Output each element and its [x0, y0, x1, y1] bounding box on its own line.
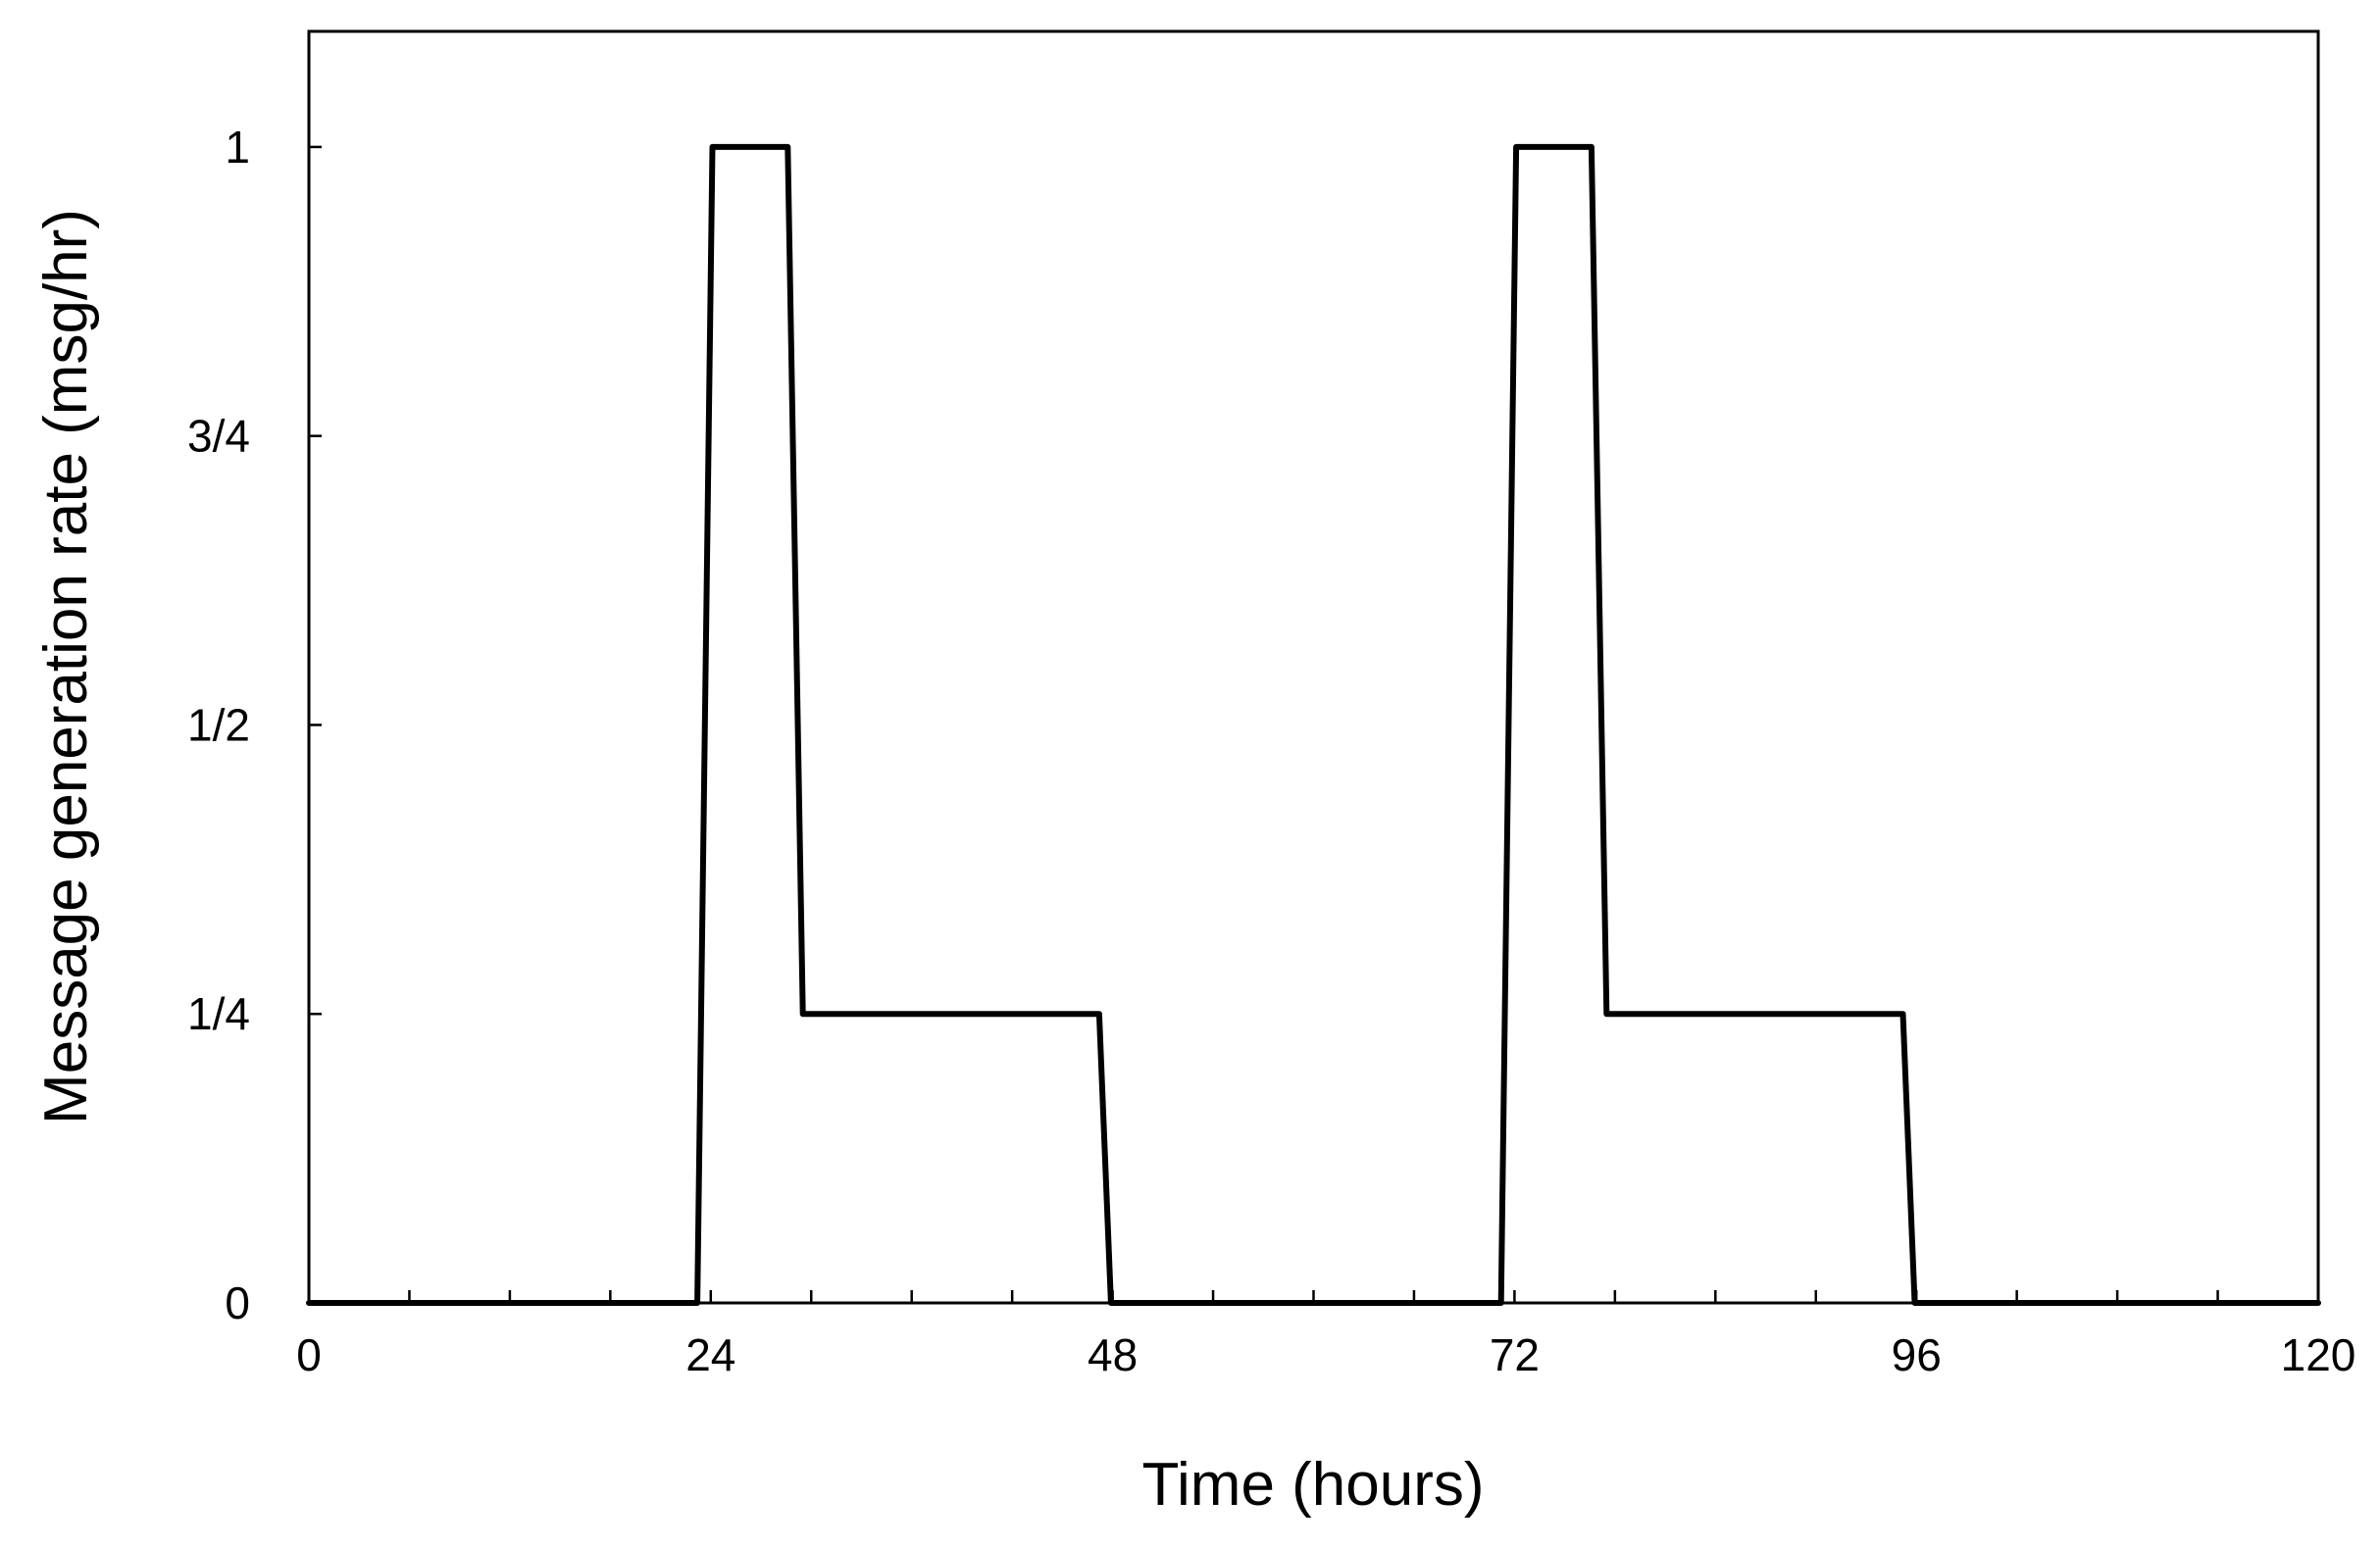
x-tick-label: 0 — [296, 1329, 322, 1380]
y-tick-label: 1/2 — [187, 699, 250, 750]
x-axis-title: Time (hours) — [1141, 1451, 1484, 1519]
series-group — [306, 143, 2321, 1306]
series-line — [306, 143, 2321, 1306]
y-tick-label: 1/4 — [187, 988, 250, 1039]
y-axis-title: Message generation rate (msg/hr) — [32, 209, 100, 1124]
x-tick-label: 120 — [2281, 1329, 2356, 1380]
x-tick-labels: 0 24 48 72 96 120 — [296, 1329, 2355, 1380]
x-tick-label: 24 — [685, 1329, 735, 1380]
y-tick-labels: 0 1/4 1/2 3/4 1 — [187, 122, 250, 1328]
y-tick-label: 0 — [225, 1277, 250, 1328]
y-tick-label: 3/4 — [187, 411, 250, 462]
y-tick-label: 1 — [225, 122, 250, 173]
plot-area — [307, 29, 2320, 1305]
x-tick-label: 72 — [1490, 1329, 1540, 1380]
x-tick-label: 48 — [1088, 1329, 1138, 1380]
x-tick-label: 96 — [1892, 1329, 1942, 1380]
